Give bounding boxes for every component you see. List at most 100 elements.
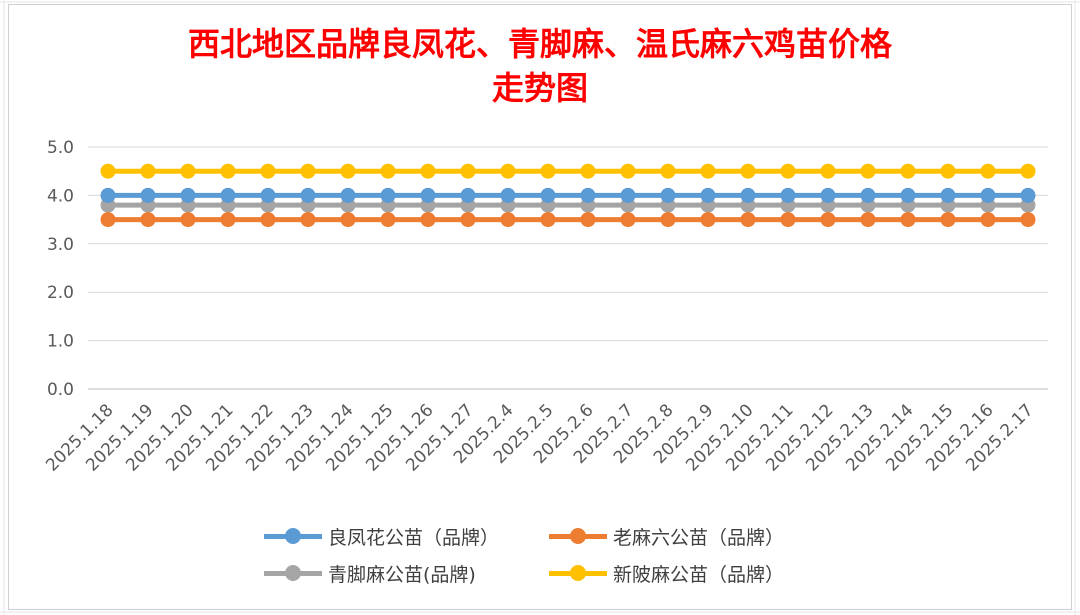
data-point[interactable] <box>340 212 356 228</box>
data-point[interactable] <box>780 187 796 203</box>
data-point[interactable] <box>500 212 516 228</box>
data-point[interactable] <box>980 212 996 228</box>
data-point[interactable] <box>780 212 796 228</box>
y-tick-label: 0.0 <box>47 380 74 400</box>
legend-marker-series-4 <box>549 559 607 587</box>
data-point[interactable] <box>620 212 636 228</box>
data-point[interactable] <box>740 163 756 179</box>
data-point[interactable] <box>660 163 676 179</box>
data-point[interactable] <box>500 163 516 179</box>
data-point[interactable] <box>940 187 956 203</box>
legend[interactable]: 良凤花公苗（品牌） 老麻六公苗（品牌） 青脚麻公苗(品牌) 新陂麻公苗（品牌） <box>264 522 864 592</box>
data-point[interactable] <box>860 187 876 203</box>
legend-item-series-2[interactable]: 老麻六公苗（品牌） <box>549 522 784 550</box>
data-point[interactable] <box>580 212 596 228</box>
legend-label-series-2: 老麻六公苗（品牌） <box>613 526 785 549</box>
data-point[interactable] <box>220 187 236 203</box>
data-point[interactable] <box>500 187 516 203</box>
data-point[interactable] <box>540 212 556 228</box>
legend-label-series-3: 青脚麻公苗(品牌) <box>328 563 476 586</box>
data-point[interactable] <box>980 187 996 203</box>
data-point[interactable] <box>340 163 356 179</box>
data-point[interactable] <box>180 163 196 179</box>
legend-item-series-3[interactable]: 青脚麻公苗(品牌) <box>264 559 476 587</box>
data-point[interactable] <box>1020 212 1036 228</box>
data-point[interactable] <box>620 163 636 179</box>
y-tick-label: 5.0 <box>47 138 74 158</box>
chart-title-line-2: 走势图 <box>491 69 588 107</box>
data-point[interactable] <box>180 187 196 203</box>
data-point[interactable] <box>260 212 276 228</box>
data-point[interactable] <box>940 163 956 179</box>
data-point[interactable] <box>940 212 956 228</box>
series-2 <box>100 212 1036 228</box>
x-axis-tick-labels: 2025.1.182025.1.192025.1.202025.1.212025… <box>42 400 1037 475</box>
legend-marker-series-3 <box>264 559 322 587</box>
data-point[interactable] <box>540 187 556 203</box>
series-4 <box>100 163 1036 179</box>
data-point[interactable] <box>660 212 676 228</box>
data-point[interactable] <box>900 163 916 179</box>
data-point[interactable] <box>900 212 916 228</box>
gridlines <box>88 146 1048 390</box>
data-point[interactable] <box>380 163 396 179</box>
legend-label-series-4: 新陂麻公苗（品牌） <box>613 563 785 586</box>
data-point[interactable] <box>260 163 276 179</box>
data-point[interactable] <box>140 163 156 179</box>
data-point[interactable] <box>380 212 396 228</box>
legend-label-series-1: 良凤花公苗（品牌） <box>328 526 500 549</box>
data-point[interactable] <box>140 187 156 203</box>
legend-marker-series-2 <box>549 522 607 550</box>
data-point[interactable] <box>420 163 436 179</box>
data-point[interactable] <box>300 163 316 179</box>
data-point[interactable] <box>580 187 596 203</box>
data-point[interactable] <box>100 163 116 179</box>
data-point[interactable] <box>1020 163 1036 179</box>
data-point[interactable] <box>980 163 996 179</box>
data-point[interactable] <box>460 163 476 179</box>
y-axis-tick-labels: 0.0 1.0 2.0 3.0 4.0 5.0 <box>47 138 74 400</box>
data-point[interactable] <box>220 212 236 228</box>
data-point[interactable] <box>700 212 716 228</box>
data-point[interactable] <box>820 187 836 203</box>
data-point[interactable] <box>1020 187 1036 203</box>
data-point[interactable] <box>660 187 676 203</box>
legend-item-series-4[interactable]: 新陂麻公苗（品牌） <box>549 559 784 587</box>
data-point[interactable] <box>460 212 476 228</box>
chart-title: 西北地区品牌良凤花、青脚麻、温氏麻六鸡苗价格 走势图 <box>0 22 1080 110</box>
data-point[interactable] <box>700 163 716 179</box>
data-point[interactable] <box>540 163 556 179</box>
data-point[interactable] <box>820 212 836 228</box>
data-point[interactable] <box>300 187 316 203</box>
series-1 <box>100 187 1036 203</box>
data-point[interactable] <box>740 187 756 203</box>
series-3 <box>100 197 1036 213</box>
data-point[interactable] <box>460 187 476 203</box>
data-point[interactable] <box>420 187 436 203</box>
y-tick-label: 4.0 <box>47 186 74 206</box>
data-point[interactable] <box>300 212 316 228</box>
data-point[interactable] <box>860 212 876 228</box>
data-point[interactable] <box>180 212 196 228</box>
legend-item-series-1[interactable]: 良凤花公苗（品牌） <box>264 522 499 550</box>
y-tick-label: 1.0 <box>47 332 74 352</box>
data-point[interactable] <box>100 187 116 203</box>
data-point[interactable] <box>740 212 756 228</box>
data-point[interactable] <box>620 187 636 203</box>
data-point[interactable] <box>780 163 796 179</box>
y-tick-label: 2.0 <box>47 283 74 303</box>
data-point[interactable] <box>820 163 836 179</box>
y-tick-label: 3.0 <box>47 235 74 255</box>
data-point[interactable] <box>340 187 356 203</box>
data-point[interactable] <box>100 212 116 228</box>
data-point[interactable] <box>380 187 396 203</box>
data-point[interactable] <box>900 187 916 203</box>
data-point[interactable] <box>220 163 236 179</box>
data-point[interactable] <box>580 163 596 179</box>
data-point[interactable] <box>700 187 716 203</box>
chart-area[interactable] <box>8 4 1072 610</box>
data-point[interactable] <box>420 212 436 228</box>
data-point[interactable] <box>860 163 876 179</box>
data-point[interactable] <box>140 212 156 228</box>
data-point[interactable] <box>260 187 276 203</box>
